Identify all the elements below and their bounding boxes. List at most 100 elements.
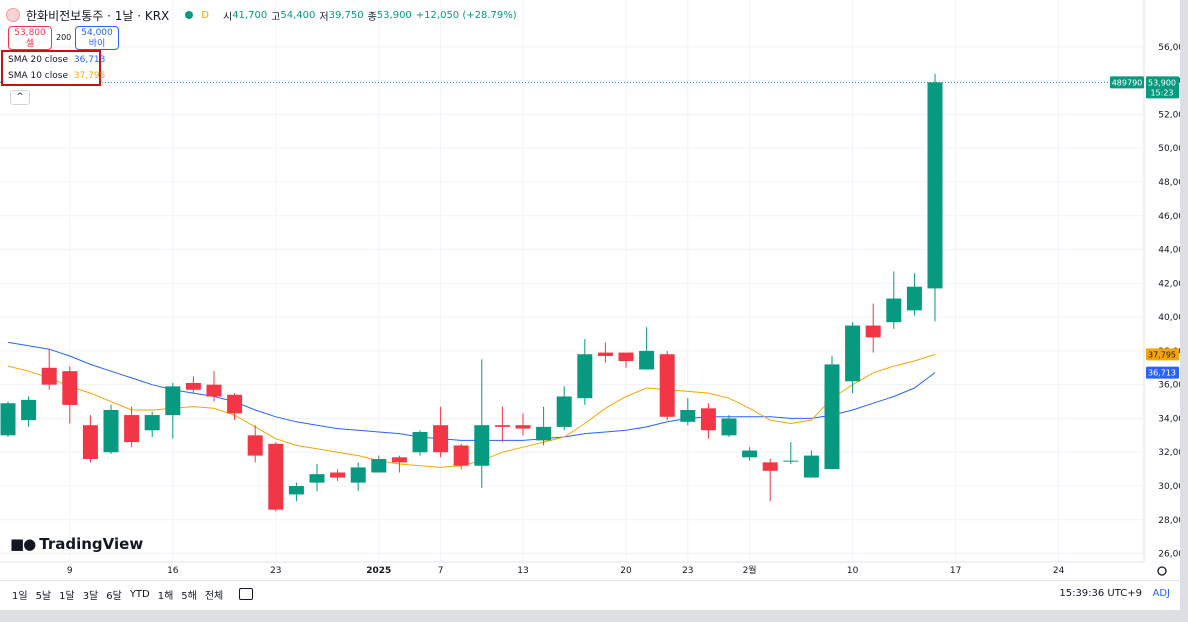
candle-body (82, 425, 98, 459)
delayed-badge: D (201, 9, 209, 21)
time-axis-ticks: 9 16 23 2025 7 13 20 23 2월 10 17 24 (67, 564, 1065, 576)
candle (433, 406, 449, 458)
candle (556, 386, 572, 431)
candle-body (659, 354, 675, 417)
range-5y[interactable]: 5해 (181, 590, 197, 602)
price-tick-label: 44,000 (1158, 246, 1180, 256)
candle-body (144, 415, 160, 431)
time-tick-label: 10 (847, 566, 859, 576)
tradingview-logo-icon: ■● (10, 535, 36, 553)
high-label: 고 (271, 11, 281, 23)
candle (845, 322, 861, 394)
last-price-left-box (1110, 76, 1144, 89)
price-tick-label: 36,000 (1158, 381, 1180, 391)
range-5d[interactable]: 5날 (35, 590, 52, 602)
symbol-header: 한화비전보통주 · 1날 · KRX D 시 41,700 고 54,400 저… (6, 5, 521, 25)
last-price-label (1146, 76, 1179, 99)
candle (0, 401, 16, 438)
candle (494, 406, 510, 443)
candle (330, 469, 346, 481)
candle-body (886, 298, 902, 323)
grid-lines (0, 0, 1144, 562)
time-tick-label: 16 (167, 566, 179, 576)
candle (185, 376, 201, 394)
candle (618, 352, 634, 368)
chart-window: 26,00028,00030,00032,00034,00036,00038,0… (0, 0, 1180, 610)
candle-body (391, 457, 407, 463)
candle-body (185, 382, 201, 390)
candle-body (845, 325, 861, 382)
range-6m[interactable]: 6달 (106, 590, 122, 602)
range-1y[interactable]: 1해 (157, 590, 174, 602)
candle (762, 458, 778, 502)
candle (350, 462, 366, 492)
candle-body (639, 350, 655, 370)
candle-body (906, 286, 922, 311)
candle-body (474, 425, 490, 466)
legend-sma20[interactable]: SMA 20 close 36,713 (3, 52, 105, 68)
candle (247, 425, 263, 463)
candle (124, 406, 140, 448)
calendar-goto-icon[interactable] (239, 588, 254, 600)
candle (62, 366, 78, 424)
range-ytd[interactable]: YTD (129, 588, 150, 600)
price-tick-label: 42,000 (1158, 279, 1180, 289)
candle (309, 464, 325, 492)
spread-value: 200 (56, 33, 72, 42)
candle (144, 411, 160, 438)
candle-body (0, 403, 16, 436)
range-1m[interactable]: 1달 (59, 590, 75, 602)
range-1d[interactable]: 1일 (12, 590, 28, 602)
adj-toggle[interactable]: ADJ (1152, 588, 1171, 599)
close-label: 종 (367, 11, 377, 23)
buy-button[interactable]: 54,000 바이 (75, 26, 119, 50)
range-all[interactable]: 전체 (204, 590, 224, 602)
legend-sma10[interactable]: SMA 10 close 37,795 (3, 68, 105, 84)
sell-button[interactable]: 53,800 셀 (8, 26, 52, 50)
candle (597, 342, 613, 363)
candle-body (494, 425, 510, 427)
candle-body (577, 354, 593, 399)
price-tick-label: 34,000 (1158, 414, 1180, 424)
candle-body (597, 352, 613, 356)
candle-body (206, 384, 222, 397)
candle-body (227, 394, 243, 414)
time-tick-label: 24 (1053, 566, 1065, 576)
time-tick-label: 20 (620, 566, 632, 576)
candle-body (103, 410, 119, 453)
candle-body (803, 455, 819, 478)
candle-body (536, 426, 552, 441)
candle-body (124, 415, 140, 443)
time-tick-label: 9 (67, 566, 73, 576)
buy-price: 54,000 (81, 28, 113, 38)
candle-body (762, 462, 778, 471)
close-value: 53,900 (376, 9, 412, 21)
candle-body (742, 450, 758, 458)
last-price-left-text: 489790 (1112, 78, 1143, 87)
candle (577, 339, 593, 405)
candle (783, 442, 799, 465)
change-value: +12,050 (+28.79%) (415, 9, 517, 21)
candle (906, 273, 922, 316)
symbol-title[interactable]: 한화비전보통주 · 1날 · KRX (26, 8, 170, 23)
candle (206, 371, 222, 402)
price-tick-label: 50,000 (1158, 144, 1180, 154)
candle-body (700, 408, 716, 431)
chevron-up-icon[interactable]: ^ (10, 90, 30, 105)
time-tick-label: 13 (517, 566, 528, 576)
candle-body (515, 425, 531, 429)
time-tick-label: 7 (438, 566, 444, 576)
sma20-line (7, 341, 936, 441)
low-value: 39,750 (328, 9, 364, 21)
price-chart[interactable]: 26,00028,00030,00032,00034,00036,00038,0… (0, 0, 1180, 580)
range-3m[interactable]: 3달 (82, 590, 99, 602)
candle-body (288, 486, 304, 495)
candle (536, 406, 552, 446)
candle-body (556, 396, 572, 427)
sell-label: 셀 (25, 39, 35, 49)
price-tick-label: 46,000 (1158, 212, 1180, 222)
price-tick-label: 32,000 (1158, 448, 1180, 458)
candle (371, 455, 387, 473)
candle (515, 413, 531, 436)
clock[interactable]: 15:39:36 UTC+9 (1059, 588, 1142, 599)
